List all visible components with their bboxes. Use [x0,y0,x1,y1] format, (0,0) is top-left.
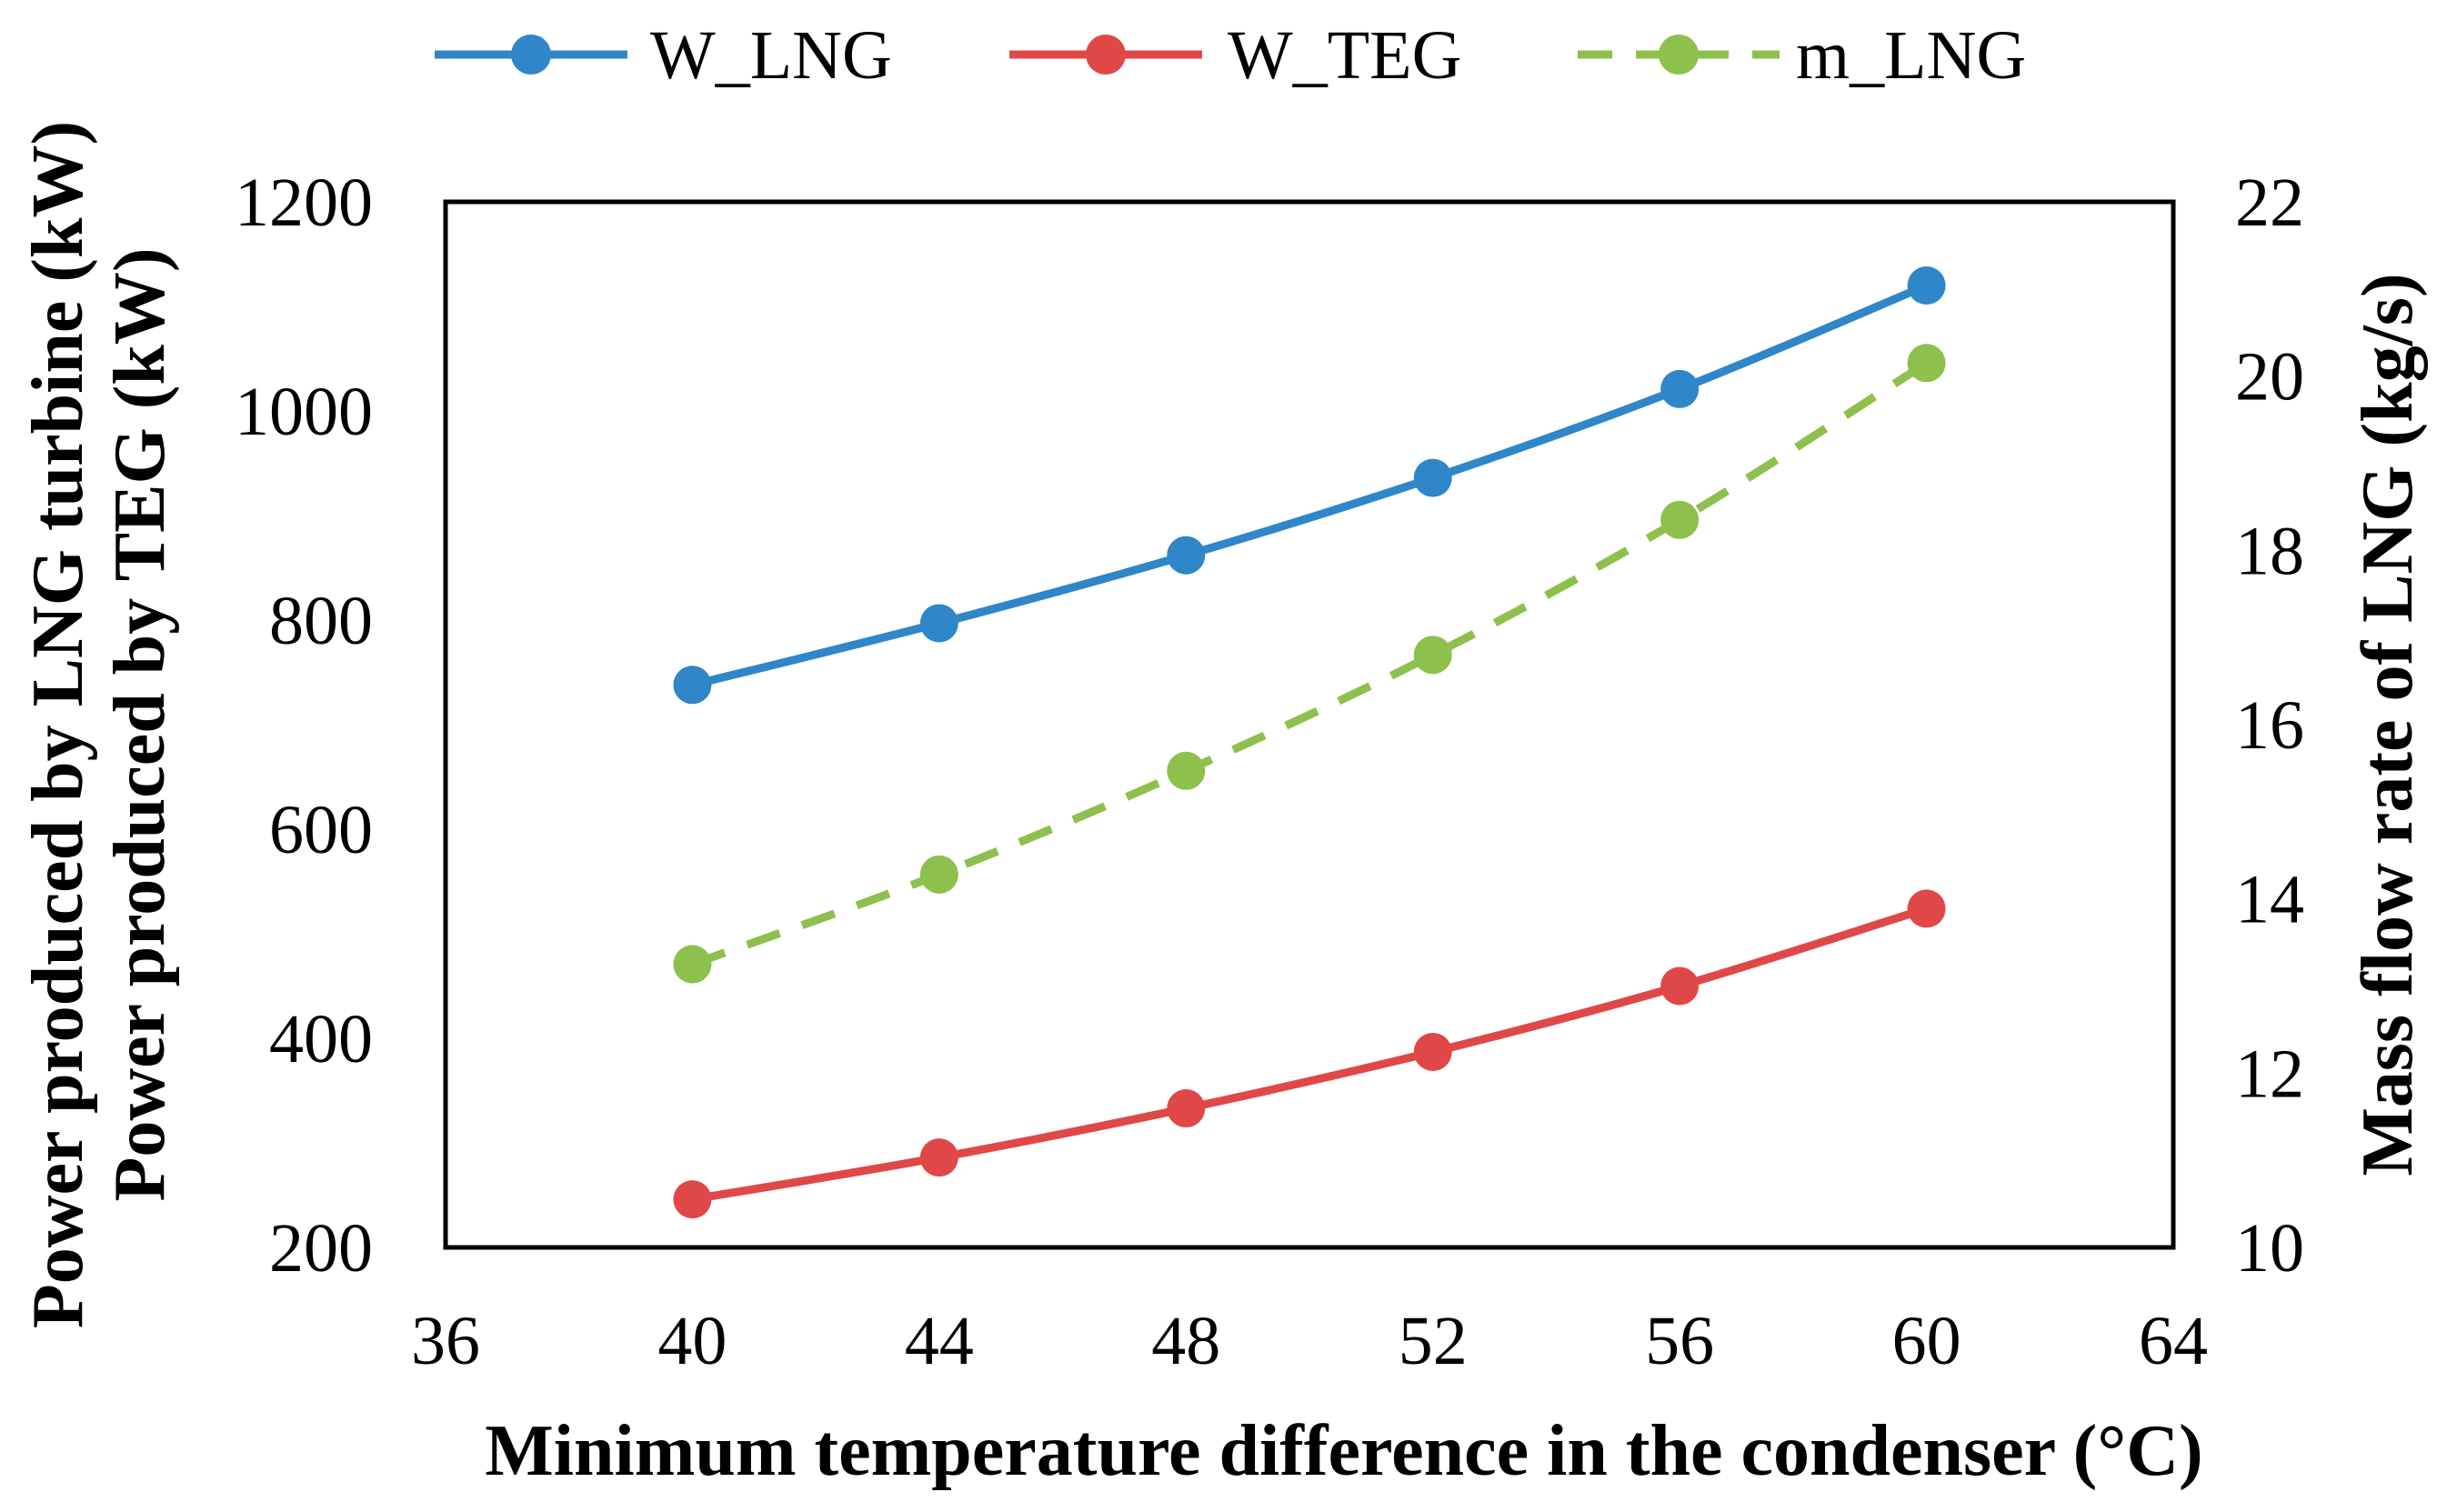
y-right-tick-label-20: 20 [2235,339,2304,416]
plot-area-frame [443,199,2176,1250]
legend-label-m-lng: m_LNG [1796,17,2026,94]
point-m-lng-40 [673,945,712,984]
point-w-teg-60 [1907,889,1946,928]
point-w-teg-48 [1167,1089,1206,1128]
y-right-tick-label-18: 18 [2235,513,2304,589]
legend-marker-w-lng [511,35,551,75]
legend-marker-w-teg [1086,35,1126,75]
y-right-tick-label-22: 22 [2235,165,2304,241]
y-left-tick-label-1200: 1200 [235,165,373,241]
series-w-teg [673,889,1946,1219]
point-m-lng-44 [919,855,958,894]
y-left-tick-label-1000: 1000 [235,374,373,450]
x-tick-label-44: 44 [905,1303,974,1379]
y-axis-left-ticks: 200 400 600 800 1000 1200 [235,165,373,1287]
y-axis-right-ticks: 10 12 14 16 18 20 22 [2235,165,2304,1287]
legend-item-m-lng: m_LNG [1578,17,2026,94]
legend-item-w-teg: W_TEG [1009,17,1461,94]
legend-marker-m-lng [1659,35,1699,75]
series-m-lng [673,344,1946,984]
point-w-lng-60 [1907,266,1946,305]
point-w-lng-48 [1167,536,1206,575]
y-right-tick-label-10: 10 [2235,1210,2304,1287]
y-right-tick-label-14: 14 [2235,862,2304,938]
x-axis-ticks: 36 40 44 48 52 56 60 64 [411,1303,2208,1379]
point-m-lng-56 [1660,500,1700,539]
series-w-lng [673,266,1946,705]
legend-label-w-teg: W_TEG [1228,17,1461,94]
series-layer [673,266,1946,1219]
point-w-lng-56 [1660,369,1700,408]
point-m-lng-52 [1413,636,1452,675]
series-line-w-lng [691,281,1929,689]
point-m-lng-48 [1167,751,1206,790]
series-line-m-lng [690,359,1929,968]
y-left-tick-label-600: 600 [269,792,373,868]
legend-item-w-lng: W_LNG [435,17,892,94]
x-tick-label-36: 36 [411,1303,480,1379]
x-tick-label-48: 48 [1151,1303,1220,1379]
point-w-lng-44 [919,604,958,643]
y-left-tick-label-200: 200 [269,1210,373,1287]
x-tick-label-60: 60 [1892,1303,1961,1379]
y-axis-right-title: Mass flow rate of LNG (kg/s) [2348,273,2428,1176]
y-axis-left-title-line-2: Power produced by TEG (kW) [100,247,180,1201]
y-left-tick-label-800: 800 [269,583,373,659]
legend-label-w-lng: W_LNG [650,17,892,94]
point-w-lng-40 [673,666,712,705]
series-line-w-teg [691,905,1928,1204]
y-axis-left-title-line-1: Power produced by LNG turbine (kW) [18,121,98,1328]
y-right-tick-label-16: 16 [2235,687,2304,764]
x-tick-label-56: 56 [1645,1303,1714,1379]
x-axis-title: Minimum temperature difference in the co… [485,1411,2202,1491]
point-w-teg-40 [673,1180,712,1219]
x-tick-label-52: 52 [1399,1303,1468,1379]
point-w-teg-56 [1660,966,1700,1006]
y-right-tick-label-12: 12 [2235,1036,2304,1112]
x-tick-label-40: 40 [657,1303,727,1379]
x-tick-label-64: 64 [2139,1303,2208,1379]
point-m-lng-60 [1907,344,1946,383]
y-left-tick-label-400: 400 [269,1001,373,1077]
point-w-teg-52 [1413,1032,1452,1071]
legend: W_LNG W_TEG m_LNG [435,17,2026,94]
point-w-lng-52 [1413,458,1452,497]
point-w-teg-44 [919,1138,958,1177]
